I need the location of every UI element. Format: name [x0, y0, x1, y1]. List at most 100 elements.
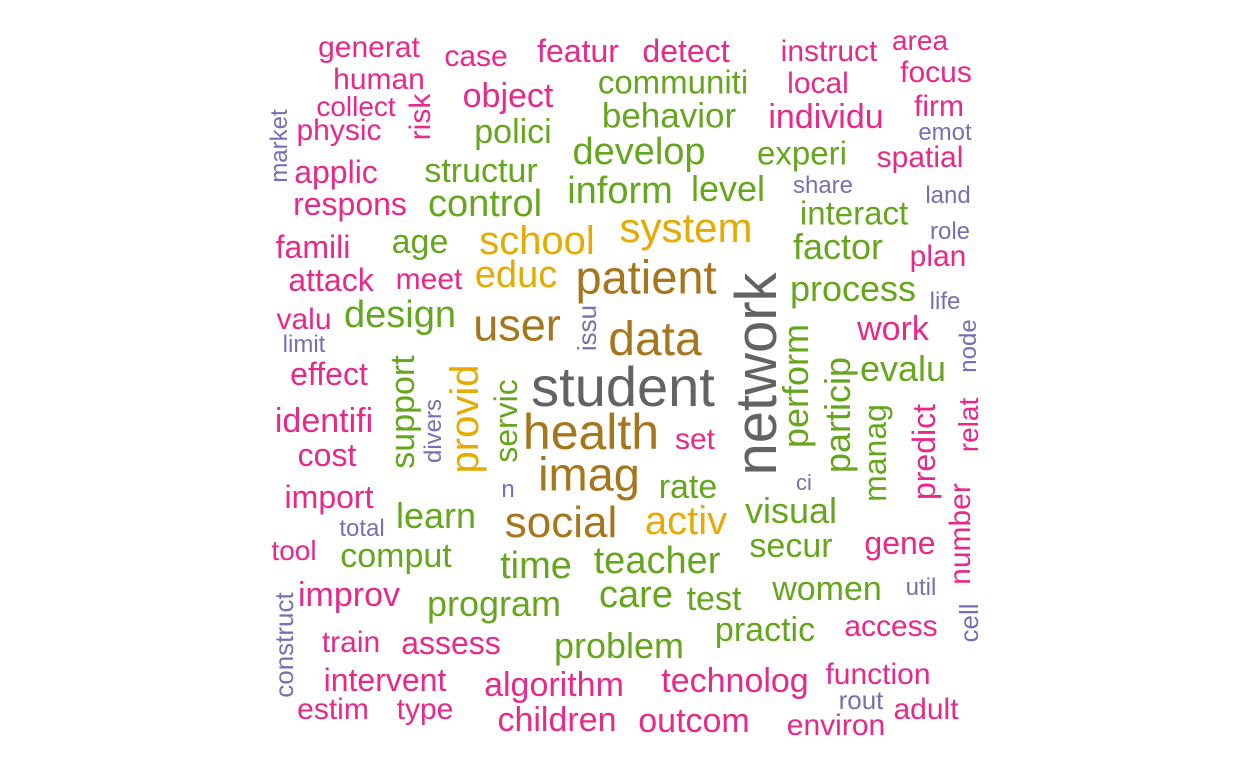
word-n: n: [501, 476, 515, 503]
word-limit: limit: [282, 331, 326, 358]
word-gene: gene: [864, 525, 936, 561]
word-issu: issu: [572, 304, 602, 352]
word-technolog: technolog: [661, 662, 809, 700]
word-women: women: [772, 570, 882, 608]
word-process: process: [789, 268, 917, 309]
word-care: care: [599, 574, 673, 616]
word-comput: comput: [340, 537, 452, 575]
word-area: area: [891, 25, 949, 56]
word-data: data: [608, 313, 702, 366]
word-children: children: [497, 701, 617, 739]
word-predict: predict: [906, 403, 942, 501]
word-effect: effect: [290, 356, 368, 392]
word-generat: generat: [318, 31, 420, 64]
word-particip: particip: [817, 356, 858, 474]
word-time: time: [500, 545, 572, 587]
word-attack: attack: [288, 262, 374, 298]
word-adult: adult: [893, 693, 959, 726]
word-teacher: teacher: [593, 540, 721, 582]
word-function: function: [825, 658, 931, 691]
word-test: test: [686, 580, 742, 618]
word-physic: physic: [296, 114, 382, 147]
word-respons: respons: [293, 186, 407, 222]
word-intervent: intervent: [323, 662, 447, 698]
word-educ: educ: [474, 254, 558, 296]
word-number: number: [944, 483, 977, 585]
word-type: type: [396, 693, 454, 726]
word-rout: rout: [838, 685, 884, 715]
word-object: object: [462, 77, 554, 115]
word-famili: famili: [275, 229, 351, 265]
word-control: control: [427, 183, 543, 225]
word-relat: relat: [953, 397, 984, 453]
word-share: share: [792, 172, 854, 199]
word-patient: patient: [575, 250, 717, 304]
word-practic: practic: [714, 611, 816, 649]
word-work: work: [857, 310, 929, 348]
word-provid: provid: [443, 364, 487, 474]
word-student: student: [531, 355, 715, 418]
word-age: age: [391, 223, 449, 261]
word-total: total: [339, 515, 385, 542]
word-market: market: [266, 109, 293, 183]
word-polici: polici: [474, 113, 552, 151]
word-develop: develop: [572, 131, 706, 173]
word-node: node: [955, 319, 982, 373]
word-system: system: [619, 204, 753, 251]
word-interact: interact: [799, 194, 909, 232]
word-outcom: outcom: [638, 702, 750, 740]
word-environ: environ: [786, 709, 886, 742]
word-life: life: [929, 288, 961, 315]
word-social: social: [504, 498, 618, 547]
word-collect: collect: [316, 91, 396, 122]
word-detect: detect: [642, 33, 730, 69]
word-human: human: [333, 63, 425, 96]
word-rate: rate: [658, 468, 718, 506]
word-tool: tool: [271, 535, 317, 566]
word-featur: featur: [537, 33, 619, 69]
word-import: import: [284, 479, 374, 515]
word-train: train: [321, 626, 381, 659]
word-individu: individu: [768, 98, 884, 136]
word-improv: improv: [297, 576, 401, 614]
word-user: user: [473, 299, 561, 351]
word-perform: perform: [775, 323, 816, 449]
word-land: land: [925, 182, 971, 209]
word-program: program: [426, 583, 562, 624]
word-construct: construct: [269, 592, 299, 698]
word-secur: secur: [749, 527, 833, 565]
word-support: support: [384, 355, 422, 469]
word-servic: servic: [488, 379, 524, 463]
word-structur: structur: [424, 152, 538, 190]
word-instruct: instruct: [780, 35, 878, 68]
word-spatial: spatial: [876, 141, 964, 174]
word-assess: assess: [401, 625, 501, 661]
word-meet: meet: [395, 263, 463, 296]
word-access: access: [844, 610, 938, 643]
word-ci: ci: [796, 470, 812, 495]
word-firm: firm: [914, 90, 964, 123]
word-imag: imag: [538, 447, 640, 501]
word-visual: visual: [744, 490, 838, 531]
word-valu: valu: [276, 303, 332, 336]
word-risk: risk: [404, 93, 437, 141]
word-focus: focus: [900, 56, 972, 89]
word-util: util: [905, 574, 937, 601]
word-case: case: [444, 40, 508, 73]
word-activ: activ: [644, 499, 728, 543]
word-local: local: [787, 67, 849, 100]
word-divers: divers: [420, 398, 447, 464]
word-problem: problem: [553, 625, 685, 666]
word-school: school: [479, 219, 595, 263]
word-communiti: communiti: [597, 63, 749, 101]
word-inform: inform: [567, 170, 673, 212]
word-applic: applic: [294, 154, 378, 190]
word-design: design: [344, 294, 456, 336]
word-cost: cost: [297, 437, 357, 473]
word-manag: manag: [857, 404, 893, 502]
word-emot: emot: [918, 119, 972, 146]
word-algorithm: algorithm: [484, 666, 624, 704]
word-evalu: evalu: [859, 348, 947, 389]
word-health: health: [522, 404, 660, 460]
